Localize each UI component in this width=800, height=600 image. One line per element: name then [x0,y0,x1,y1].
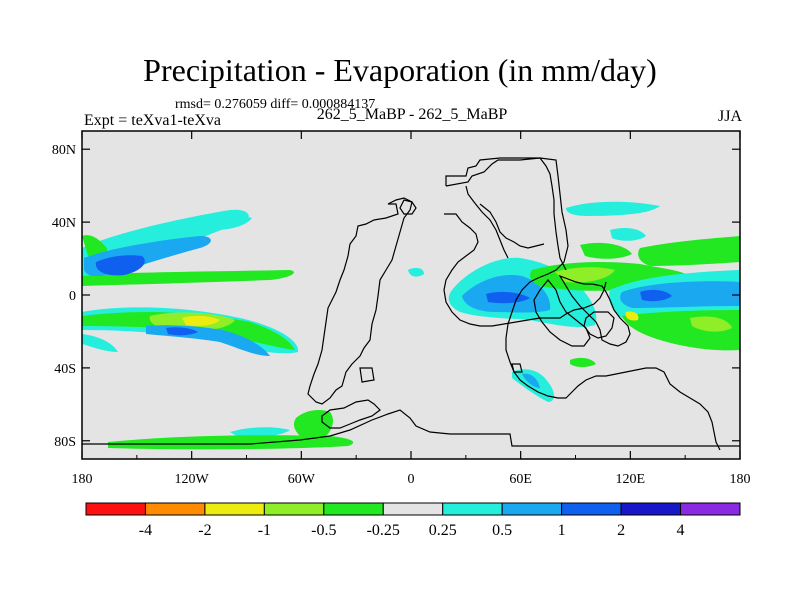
x-tick-label: 120W [175,472,210,487]
outline-nam-top [465,185,509,259]
contour-npac-green [82,235,108,257]
outline-eurasia-north [445,157,567,271]
stats-line: rmsd= 0.276059 diff= 0.000884137 [175,97,376,112]
contour-sio-green [570,357,596,367]
outline-europe-east [479,203,545,249]
outline-greenland [399,199,417,215]
colorbar-label: -0.5 [311,522,336,539]
x-tick-label: 180 [730,472,751,487]
contour-natl-cyan [205,216,252,230]
x-tick-label: 60E [509,472,532,487]
contour-africa-small [408,267,424,277]
contour-so-cyan [230,427,290,438]
contour-med-cyan [566,201,660,216]
outline-australia [583,311,615,339]
colorbar-box [561,502,622,516]
contour-spac-darkblue [166,327,198,336]
y-tick-label: 40N [52,216,76,231]
colorbar-box [501,502,563,516]
colorbar-box [442,502,503,516]
y-tick-label: 0 [69,289,76,304]
colorbar-label: 0.5 [492,522,512,539]
colorbar-label: 4 [677,522,685,539]
season-label: JJA [717,108,742,125]
outline-island-b [511,363,523,373]
y-axis: 80N 40N 0 40S 80S [52,143,740,450]
contour-npac-green2 [82,270,294,286]
outline-arabia [533,279,591,347]
x-tick-label: 60W [288,472,316,487]
colorbar-label: -1 [258,522,271,539]
contour-spac-yellow [182,315,220,326]
contour-fields [82,201,740,450]
contour-ant-green [293,410,333,436]
contour-sio-blue [522,373,540,388]
x-tick-label: 0 [408,472,415,487]
x-axis: 180 120W 60W 0 60E 120E 180 [72,131,751,487]
continent-outlines [82,157,740,451]
contour-npac-darkblue [95,255,145,276]
colorbar-label: -0.25 [367,522,400,539]
x-tick-label: 180 [72,472,93,487]
x-tick-label: 120E [616,472,646,487]
contour-ant-green2 [108,435,354,450]
outline-island-a [359,367,375,383]
colorbar-box [263,502,325,516]
y-tick-label: 40S [54,362,76,377]
outline-antarctic-pen [321,399,381,429]
colorbar-label: -4 [139,522,152,539]
outline-south-america [307,197,413,405]
colorbar-label: 2 [617,522,625,539]
colorbar-box [680,502,741,516]
contour-spac-green [82,312,295,350]
contour-wpac-green [638,236,740,266]
colorbar-label: 1 [558,522,566,539]
contour-wpac-blue [620,281,740,308]
colorbar-box [620,502,682,516]
colorbar: -4 -2 -1 -0.5 -0.25 0.25 0.5 1 2 4 [85,502,741,539]
contour-wpac-lime-s [690,316,732,332]
experiment-label: Expt = teXva1-teXva [84,112,221,129]
outline-eurasia-inner [443,213,607,327]
contour-io-lime [555,267,615,283]
contour-wpac-yellow [625,311,639,321]
colorbar-box [382,502,444,516]
contour-spac-cyan-w [82,334,118,352]
colorbar-box [204,502,265,516]
case-label: 262_5_MaBP - 262_5_MaBP [316,106,508,123]
contour-india-green [580,242,632,259]
colorbar-label: 0.25 [429,522,457,539]
colorbar-box [85,502,146,516]
outline-antarctica [82,409,740,447]
colorbar-label: -2 [198,522,211,539]
contour-india-cyan [610,228,646,241]
y-tick-label: 80N [52,143,76,158]
y-tick-label: 80S [54,435,76,450]
colorbar-box [144,502,206,516]
colorbar-box [323,502,384,516]
chart-title: Precipitation - Evaporation (in mm/day) [143,52,657,88]
outline-indian-sub [558,274,631,347]
contour-wpac-darkblue [640,289,672,302]
